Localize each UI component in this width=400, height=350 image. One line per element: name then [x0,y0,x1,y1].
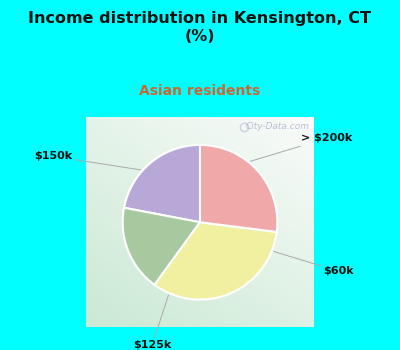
Wedge shape [123,208,200,285]
Text: Income distribution in Kensington, CT
(%): Income distribution in Kensington, CT (%… [28,10,372,44]
Text: $125k: $125k [133,295,171,350]
Wedge shape [200,145,277,232]
Text: $150k: $150k [34,151,141,170]
Text: > $200k: > $200k [250,133,352,161]
Text: Asian residents: Asian residents [139,84,261,98]
Text: $60k: $60k [274,251,354,276]
Wedge shape [154,222,277,300]
Wedge shape [124,145,200,222]
Text: City-Data.com: City-Data.com [245,122,309,131]
